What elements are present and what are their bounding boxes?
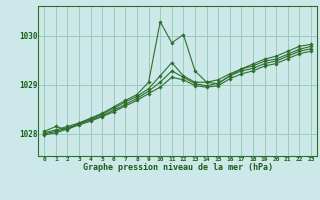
X-axis label: Graphe pression niveau de la mer (hPa): Graphe pression niveau de la mer (hPa) (83, 163, 273, 172)
